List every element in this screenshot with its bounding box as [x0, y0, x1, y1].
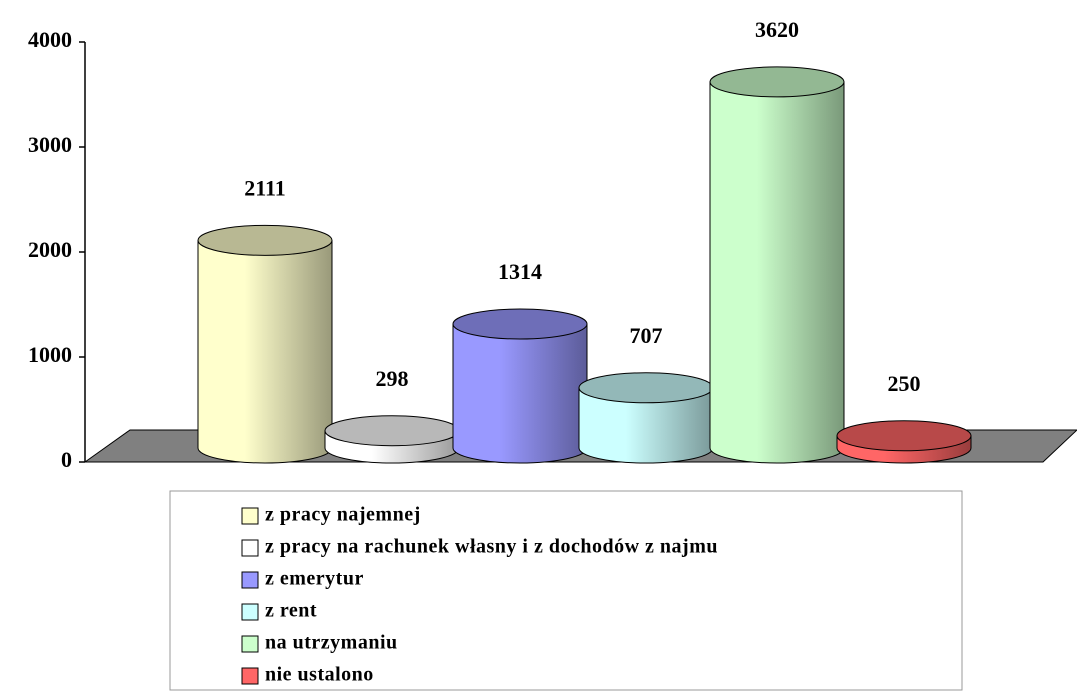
legend — [169, 490, 963, 691]
y-tick-label: 2000 — [28, 237, 72, 262]
legend-label: z pracy na rachunek własny i z dochodów … — [265, 536, 718, 558]
y-tick-label: 4000 — [28, 27, 72, 52]
y-tick-label: 0 — [61, 447, 72, 472]
legend-label: z emerytur — [265, 568, 364, 590]
legend-swatch — [241, 603, 259, 621]
bar — [452, 323, 588, 464]
bar — [578, 387, 714, 464]
legend-label: nie ustalono — [265, 664, 374, 686]
bar-top — [709, 66, 845, 98]
bar — [709, 81, 845, 464]
legend-label: z pracy najemnej — [265, 504, 421, 526]
value-label: 250 — [888, 371, 921, 396]
value-label: 298 — [376, 366, 409, 391]
legend-swatch — [241, 539, 259, 557]
y-tick-label: 1000 — [28, 342, 72, 367]
legend-label: z rent — [265, 600, 317, 622]
legend-swatch — [241, 571, 259, 589]
bar-top — [452, 308, 588, 340]
bar-top — [836, 420, 972, 452]
y-tick-label: 3000 — [28, 132, 72, 157]
legend-swatch — [241, 507, 259, 525]
value-label: 3620 — [755, 17, 799, 42]
bar-top — [197, 224, 333, 256]
bar-top — [324, 415, 460, 447]
value-label: 1314 — [498, 259, 542, 284]
bar-top — [578, 372, 714, 404]
legend-label: na utrzymaniu — [265, 632, 398, 654]
legend-swatch — [241, 635, 259, 653]
bar — [197, 239, 333, 464]
legend-swatch — [241, 667, 259, 685]
value-label: 707 — [630, 323, 663, 348]
value-label: 2111 — [244, 175, 286, 200]
